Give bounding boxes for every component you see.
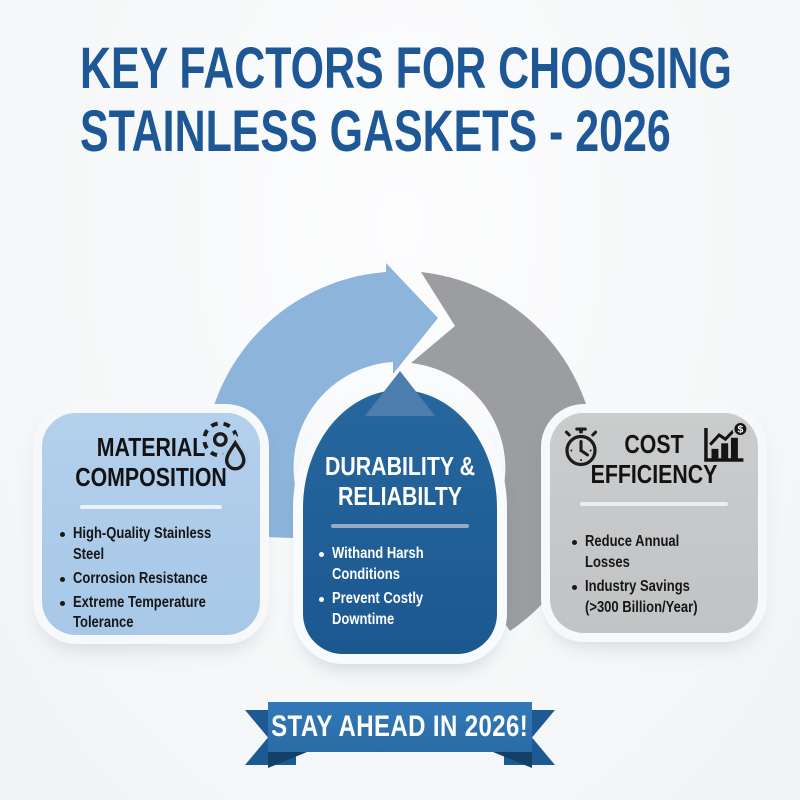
bullet-dot [60,600,65,606]
list-item: Industry Savings (>300 Billion/Year) [572,577,752,619]
ribbon-right-fold [493,752,532,768]
blue-arc-arrow [203,263,438,600]
bullet-text: Withand Harsh Conditions [332,545,424,584]
card-cost-title-line1: COST [624,429,684,459]
card-durability-title: DURABILITY & RELIABILTY [320,451,479,511]
bullet-text: Corrosion Resistance [73,569,208,587]
divider [580,502,728,507]
card-material-title-line1: MATERIAL [96,432,206,462]
card-durability-title-line1: DURABILITY & [324,451,476,481]
banner-label-text: STAY AHEAD IN 2026! [271,710,529,743]
bullet-dot [572,540,577,546]
list-item: Corrosion Resistance [60,569,256,590]
list-item: High-Quality Stainless Steel [60,524,256,566]
bullet-text: Industry Savings (>300 Billion/Year) [585,577,698,616]
gear-droplet-icon [200,421,252,475]
list-item: Reduce Annual Losses [572,532,752,574]
bullet-text: Extreme Temperature Tolerance [73,593,206,632]
bar-chart-dollar-icon: $ [699,421,749,467]
card-cost-title: COST EFFICIENCY [569,429,740,489]
page-title: KEY FACTORS FOR CHOOSING STAINLESS GASKE… [80,36,732,164]
durability-bullet-list: Withand Harsh Conditions Prevent Costly … [303,544,497,630]
bullet-dot [60,532,65,538]
bullet-dot [572,584,577,590]
dollar-symbol: $ [737,424,743,435]
card-material-composition: MATERIAL COMPOSITION High-Quality Stainl… [42,413,260,635]
card-durability-reliability: DURABILITY & RELIABILTY Withand Harsh Co… [303,390,497,654]
card-cost-title-line2: EFFICIENCY [590,458,718,489]
card-cost-efficiency: $ COST EFFICIENCY Reduce Annual Losses I… [550,413,758,633]
bullet-dot [60,576,65,582]
divider [331,524,469,529]
card-durability-title-line2: RELIABILTY [338,480,462,511]
material-bullet-list: High-Quality Stainless Steel Corrosion R… [42,524,260,634]
dome-pointer-triangle [365,371,435,416]
card-material-title: MATERIAL COMPOSITION [62,432,241,492]
card-material-title-line2: COMPOSITION [75,461,227,492]
list-item: Withand Harsh Conditions [319,544,491,586]
cost-bullet-list: Reduce Annual Losses Industry Savings (>… [550,532,758,618]
banner-label: STAY AHEAD IN 2026! [268,702,532,752]
bullet-dot [319,596,324,602]
page-title-line2: STAINLESS GASKETS - 2026 [80,98,671,164]
bullet-text: High-Quality Stainless Steel [73,525,212,564]
divider [80,505,222,510]
bullet-text: Reduce Annual Losses [585,533,680,572]
bullet-text: Prevent Costly Downtime [332,589,424,628]
stopwatch-icon [560,426,602,468]
page-title-line1: KEY FACTORS FOR CHOOSING [80,36,732,101]
list-item: Prevent Costly Downtime [319,589,491,631]
ribbon-banner-graphic [245,702,555,768]
ribbon-left-fold [268,752,307,768]
bullet-dot [319,552,324,558]
ribbon-band [268,702,532,752]
list-item: Extreme Temperature Tolerance [60,593,256,635]
